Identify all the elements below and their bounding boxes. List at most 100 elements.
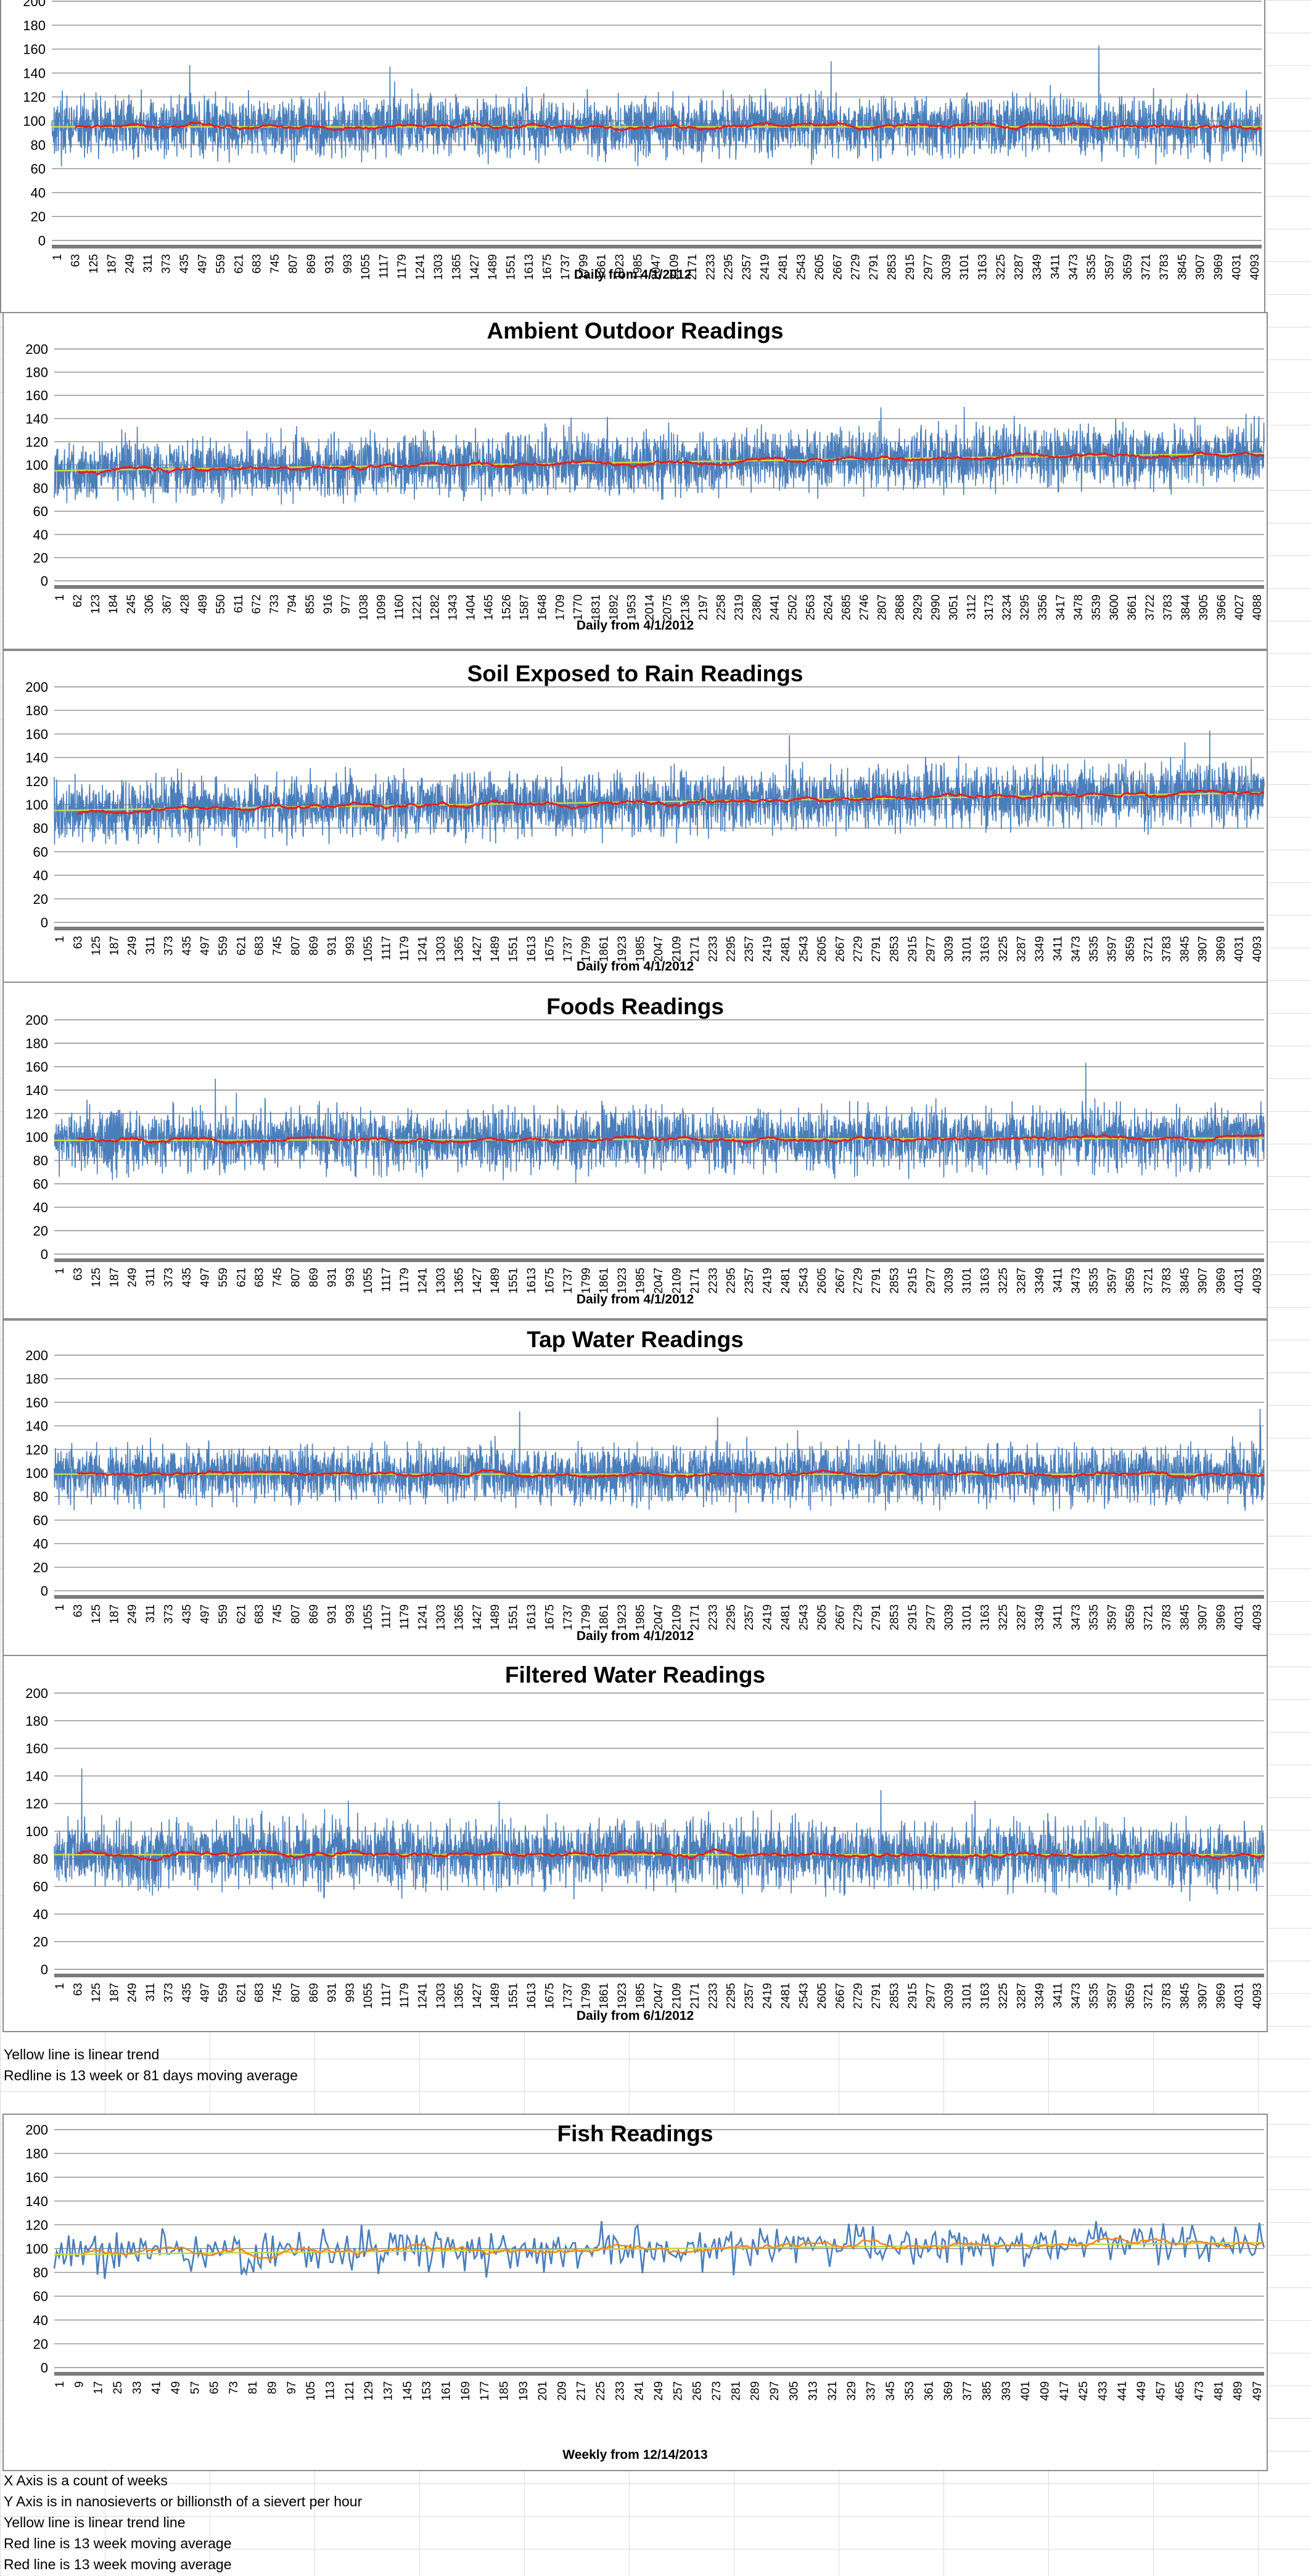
x-tick-label: 2380 — [750, 594, 763, 620]
x-tick-label: 63 — [72, 1604, 84, 1617]
x-tick-label: 1427 — [471, 936, 484, 962]
x-tick-label: 745 — [271, 1268, 284, 1287]
x-tick-label: 1465 — [483, 594, 496, 620]
y-tick-label: 20 — [33, 892, 48, 907]
x-tick-label: 2853 — [889, 1983, 902, 2009]
x-tick-label: 3659 — [1122, 254, 1135, 280]
x-tick-label: 1737 — [562, 1983, 575, 2009]
x-tick-label: 2197 — [697, 594, 710, 620]
x-tick-label: 1737 — [559, 254, 572, 280]
x-tick-label: 2977 — [924, 1604, 937, 1630]
x-tick-label: 1551 — [508, 1983, 520, 2009]
x-tick-label: 1587 — [519, 594, 532, 620]
x-tick-label: 1160 — [393, 594, 406, 620]
x-tick-label: 1861 — [598, 1983, 611, 2009]
x-tick-label: 435 — [181, 1268, 194, 1287]
x-tick-label: 2605 — [816, 1983, 829, 2009]
axis-notes: X Axis is a count of weeks Y Axis is in … — [4, 2470, 362, 2575]
x-tick-label: 3163 — [979, 1983, 992, 2009]
x-tick-label: 3721 — [1140, 254, 1153, 280]
x-tick-label: 3907 — [1197, 936, 1210, 962]
x-tick-label: 2543 — [797, 1983, 810, 2009]
y-tick-label: 160 — [25, 726, 48, 742]
x-tick-label: 187 — [108, 936, 121, 956]
x-tick-label: 2295 — [723, 254, 736, 280]
x-tick-label: 2667 — [831, 254, 844, 280]
x-tick-label: 3287 — [1013, 254, 1026, 280]
x-tick-label: 1241 — [417, 936, 430, 962]
x-tick-label: 2419 — [762, 936, 775, 962]
x-tick-label: 559 — [217, 1604, 230, 1624]
x-tick-label: 3411 — [1051, 936, 1064, 961]
moving-average-line — [82, 2237, 1265, 2262]
x-tick-label: 3969 — [1215, 936, 1228, 962]
x-tick-label: 249 — [124, 254, 137, 274]
x-tick-label: 187 — [108, 1268, 121, 1287]
x-tick-label: 3101 — [961, 1983, 974, 2009]
x-tick-label: 129 — [363, 2381, 376, 2401]
y-tick-label: 100 — [25, 1466, 48, 1481]
x-tick-label: 916 — [322, 594, 335, 614]
x-tick-label: 745 — [271, 936, 284, 956]
x-tick-label: 3478 — [1072, 594, 1085, 620]
x-tick-label: 745 — [271, 1983, 284, 2003]
x-tick-label: 3349 — [1034, 1983, 1046, 2009]
x-tick-label: 2605 — [816, 1268, 829, 1294]
y-tick-label: 60 — [33, 1176, 48, 1192]
y-tick-label: 160 — [23, 42, 46, 57]
x-tick-label: 177 — [479, 2381, 491, 2401]
x-tick-label: 385 — [980, 2381, 993, 2401]
x-tick-label: 621 — [235, 1268, 248, 1287]
x-tick-label: 745 — [269, 254, 282, 274]
x-tick-label: 2109 — [670, 936, 683, 962]
x-tick-label: 683 — [253, 936, 266, 956]
x-tick-label: 428 — [179, 594, 192, 614]
x-tick-label: 733 — [268, 594, 281, 614]
x-tick-label: 1770 — [572, 594, 585, 620]
x-tick-label: 1648 — [536, 594, 549, 620]
x-tick-label: 3845 — [1176, 254, 1189, 280]
x-tick-label: 3411 — [1051, 1983, 1064, 2008]
x-tick-label: 187 — [108, 1604, 121, 1624]
x-tick-label: 2109 — [670, 1604, 683, 1630]
x-tick-label: 3535 — [1088, 1983, 1101, 2009]
x-tick-label: 3039 — [943, 1983, 956, 2009]
x-tick-label: 3535 — [1088, 1268, 1101, 1294]
chart-panel: 0 20 40 60 80 100 120 140 160 180 200 1 63 125 187 249 3… — [2, 1319, 1268, 1657]
x-tick-label: 1179 — [398, 1983, 411, 2008]
x-tick-label: 3473 — [1070, 1604, 1083, 1630]
x-tick-label: 1 — [51, 254, 64, 261]
y-tick-label: 80 — [31, 137, 46, 153]
y-tick-label: 100 — [25, 457, 48, 473]
x-tick-label: 125 — [90, 936, 103, 956]
x-tick-label: 329 — [845, 2381, 858, 2401]
x-tick-label: 1 — [54, 1268, 67, 1274]
x-tick-label: 1985 — [635, 1983, 647, 2009]
x-tick-label: 57 — [189, 2381, 202, 2394]
note-y-axis: Y Axis is in nanosieverts or billionsth … — [4, 2493, 363, 2509]
x-tick-label: 465 — [1174, 2381, 1187, 2401]
x-tick-label: 672 — [250, 594, 263, 614]
y-tick-label: 180 — [25, 703, 48, 718]
chart-title: Foods Readings — [546, 994, 724, 1019]
x-tick-label: 4031 — [1233, 1268, 1246, 1294]
x-tick-label: 1303 — [432, 254, 445, 280]
x-tick-label: 441 — [1116, 2381, 1129, 2401]
x-tick-label: 1489 — [487, 254, 499, 280]
x-tick-label: 4093 — [1251, 1268, 1264, 1294]
y-tick-label: 200 — [23, 0, 46, 9]
x-tick-label: 683 — [251, 254, 264, 274]
x-tick-label: 1892 — [608, 594, 621, 620]
x-tick-label: 1613 — [525, 1604, 538, 1630]
x-tick-label: 249 — [126, 1604, 139, 1624]
y-tick-label: 180 — [25, 1713, 48, 1729]
x-tick-label: 187 — [108, 1983, 121, 2003]
x-axis-label: Daily from 4/1/2012 — [576, 618, 694, 633]
y-tick-label: 0 — [41, 915, 48, 930]
x-tick-label: 377 — [961, 2381, 974, 2401]
x-tick-label: 1489 — [489, 1604, 502, 1630]
x-tick-label: 3473 — [1070, 1983, 1083, 2009]
x-tick-label: 2014 — [644, 594, 657, 621]
x-tick-label: 855 — [304, 594, 317, 614]
x-tick-label: 2295 — [725, 1604, 738, 1630]
